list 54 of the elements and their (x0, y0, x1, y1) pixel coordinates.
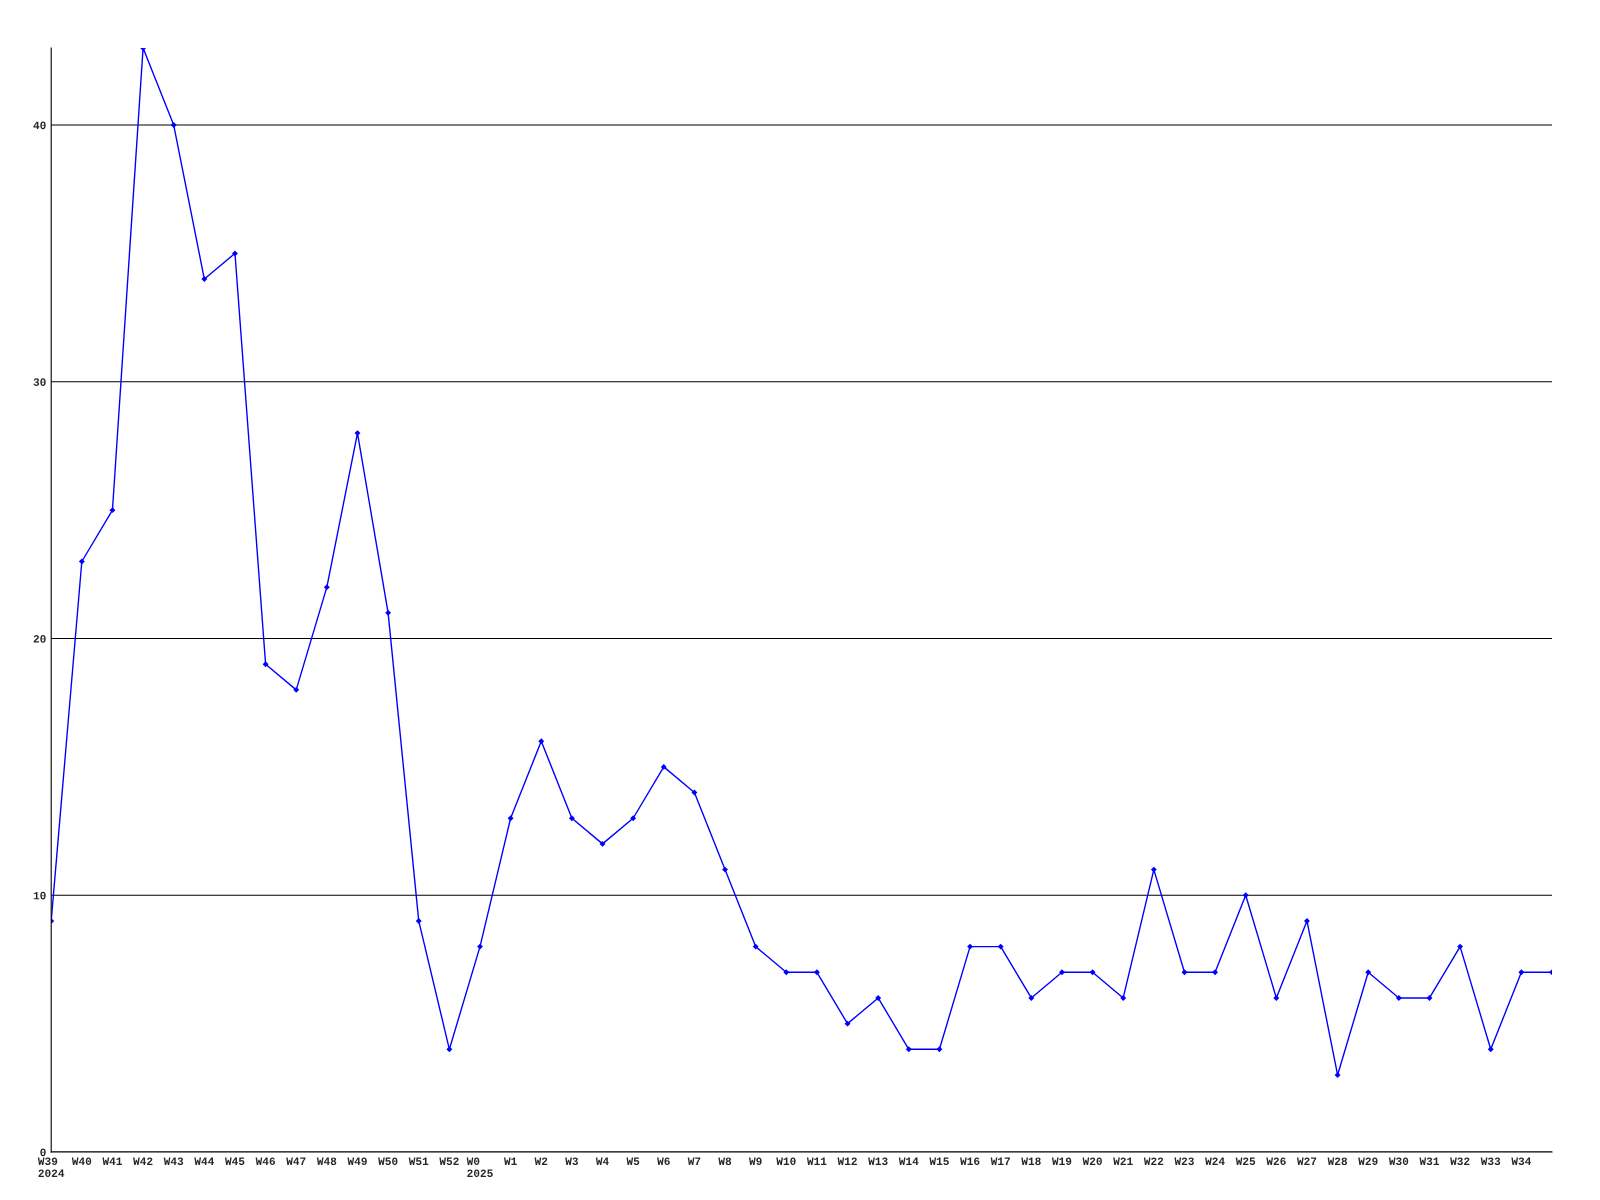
x-tick-label: W25 (1235, 1157, 1256, 1166)
x-tick-label: W43 (163, 1157, 184, 1166)
x-tick-label: W42 (133, 1157, 153, 1165)
x-tick-label: W15 (929, 1157, 949, 1166)
x-tick-label: W46 (255, 1157, 275, 1166)
y-tick-label: 20 (33, 635, 46, 643)
x-tick-label: W26 (1266, 1157, 1286, 1166)
x-tick-label: W50 (378, 1157, 398, 1166)
x-tick-label: W24 (1205, 1157, 1225, 1165)
x-tick-label: W27 (1296, 1157, 1317, 1165)
x-tick-label: W19 (1051, 1157, 1072, 1166)
x-tick-label: W33 (1480, 1157, 1501, 1166)
y-tick-label: 0 (40, 1148, 46, 1157)
x-tick-label: W7 (687, 1157, 701, 1165)
x-tick-label: W5 (626, 1157, 640, 1166)
x-tick-label: W14 (898, 1157, 919, 1165)
x-tick-label: W12 (837, 1157, 857, 1165)
x-tick-label: W6 (657, 1157, 670, 1166)
x-tick-label: W49 (347, 1157, 367, 1166)
x-tick-label: W20 (1082, 1157, 1102, 1166)
x-tick-label: W29 (1358, 1157, 1378, 1166)
x-tick-label: W4 (595, 1157, 609, 1165)
x-tick-label: W13 (868, 1157, 888, 1166)
x-tick-label: W10 (776, 1157, 796, 1166)
x-tick-label: W32 (1450, 1157, 1470, 1166)
x-tick-label: W31 (1419, 1157, 1440, 1166)
x-tick-label: W47 (286, 1157, 306, 1165)
y-tick-label: 40 (33, 121, 46, 130)
x-tick-label: W11 (806, 1157, 827, 1165)
y-tick-label: 30 (33, 378, 46, 386)
x-tick-label: W9 (748, 1157, 762, 1166)
x-tick-label: W17 (990, 1157, 1010, 1165)
x-tick-label: W44 (194, 1157, 215, 1165)
x-tick-label: W2 (534, 1157, 548, 1165)
x-tick-label: W34 (1511, 1157, 1532, 1166)
x-tick-label: W41 (102, 1157, 122, 1165)
x-tick-label: W0 2025 (466, 1157, 493, 1177)
x-tick-label: W16 (960, 1157, 980, 1166)
x-tick-label: W40 (71, 1157, 92, 1166)
x-tick-label: W48 (316, 1157, 337, 1166)
x-tick-label: W22 (1143, 1157, 1164, 1165)
x-tick-label: W1 (503, 1157, 517, 1165)
x-tick-label: W21 (1113, 1157, 1133, 1165)
x-tick-label: W3 (565, 1157, 578, 1166)
x-tick-label: W39 2024 (37, 1157, 65, 1177)
x-tick-label: W45 (224, 1157, 245, 1166)
x-tick-label: W18 (1021, 1157, 1041, 1166)
x-tick-label: W8 (718, 1157, 732, 1166)
x-tick-label: W52 (439, 1157, 459, 1166)
y-tick-label: 10 (33, 891, 46, 900)
x-tick-label: W23 (1174, 1157, 1194, 1166)
x-tick-label: W28 (1327, 1157, 1348, 1166)
x-tick-label: W51 (408, 1157, 429, 1166)
x-tick-label: W30 (1388, 1157, 1409, 1166)
